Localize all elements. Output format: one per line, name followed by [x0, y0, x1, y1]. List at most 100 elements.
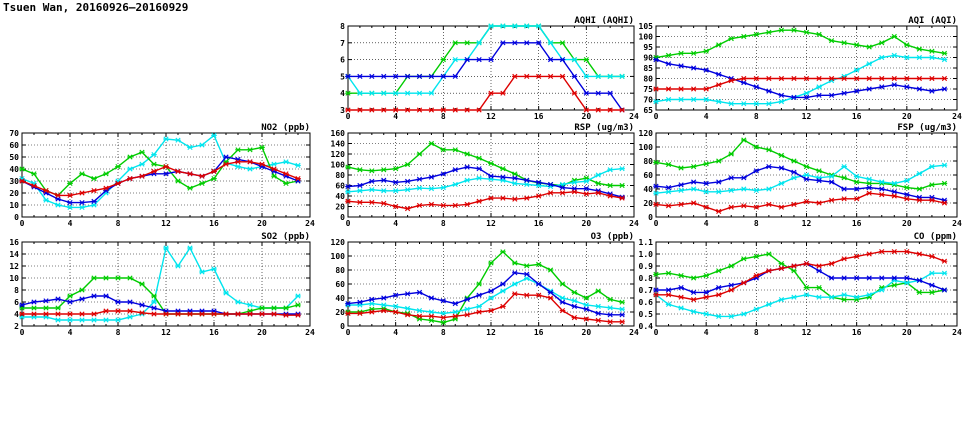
data-point: [476, 166, 482, 172]
data-point: [428, 317, 435, 323]
data-point: [500, 166, 506, 172]
data-point: [766, 101, 772, 107]
data-point: [778, 265, 785, 271]
data-point: [791, 294, 797, 300]
data-point: [653, 86, 659, 92]
data-point: [464, 312, 470, 318]
data-point: [941, 57, 948, 63]
data-point: [547, 40, 554, 46]
data-point: [211, 168, 217, 174]
x-tick-label: 12: [161, 328, 171, 337]
data-point: [404, 312, 411, 318]
data-point: [428, 140, 435, 147]
data-point: [452, 313, 459, 319]
y-tick-label: 20: [335, 203, 345, 212]
y-tick-label: 5: [340, 72, 345, 81]
data-point: [476, 309, 482, 315]
x-tick-label: 12: [486, 328, 496, 337]
x-tick-label: 4: [704, 328, 709, 337]
data-point: [619, 319, 625, 325]
data-point: [941, 75, 948, 82]
data-point: [139, 310, 145, 316]
data-point: [428, 73, 435, 79]
data-point: [740, 311, 747, 317]
data-point: [753, 101, 760, 107]
y-tick-label: 70: [9, 129, 19, 138]
data-point: [803, 29, 810, 35]
data-point: [380, 295, 387, 301]
data-point: [523, 181, 530, 188]
data-point: [392, 309, 399, 315]
data-point: [803, 285, 810, 291]
x-tick-label: 12: [486, 112, 496, 121]
data-point: [67, 192, 73, 198]
data-point: [853, 294, 860, 300]
data-point: [803, 90, 810, 96]
data-point: [428, 90, 435, 96]
data-point: [778, 261, 785, 267]
x-tick-label: 12: [486, 219, 496, 228]
data-point: [163, 171, 169, 177]
data-point: [841, 90, 847, 96]
y-tick-label: 0: [340, 322, 345, 331]
y-tick-label: 20: [9, 189, 19, 198]
data-point: [369, 199, 375, 205]
data-point: [583, 90, 590, 96]
data-point: [452, 181, 459, 188]
data-point: [665, 287, 672, 293]
data-point: [211, 132, 217, 138]
data-point: [91, 311, 97, 317]
data-point: [816, 268, 822, 274]
data-point: [678, 50, 684, 56]
data-point: [583, 302, 590, 308]
data-point: [283, 180, 289, 186]
data-point: [512, 23, 518, 29]
data-point: [369, 187, 375, 193]
data-point: [151, 293, 157, 299]
data-point: [904, 185, 910, 191]
x-tick-label: 16: [534, 328, 544, 337]
data-point: [703, 180, 709, 186]
data-point: [703, 189, 709, 195]
data-point: [271, 166, 277, 172]
data-point: [115, 317, 121, 323]
data-point: [728, 101, 735, 107]
data-point: [19, 302, 25, 308]
x-tick-label: 0: [654, 112, 659, 121]
data-point: [127, 275, 133, 281]
data-point: [31, 305, 37, 311]
data-point: [67, 200, 73, 206]
data-point: [583, 107, 590, 113]
data-point: [55, 317, 61, 323]
x-tick-label: 12: [802, 219, 812, 228]
data-point: [392, 166, 399, 172]
data-point: [841, 164, 847, 170]
data-point: [929, 48, 935, 54]
data-point: [115, 308, 121, 314]
data-point: [878, 84, 885, 90]
data-point: [392, 107, 399, 113]
data-point: [523, 73, 530, 79]
data-point: [595, 172, 602, 178]
data-point: [488, 288, 494, 294]
data-point: [728, 175, 735, 181]
data-point: [79, 204, 85, 210]
data-point: [115, 180, 121, 186]
data-point: [607, 73, 613, 79]
data-point: [866, 292, 873, 298]
y-tick-label: 80: [643, 75, 653, 84]
data-point: [841, 175, 847, 181]
y-tick-label: 90: [643, 54, 653, 63]
y-tick-label: 80: [335, 266, 345, 275]
data-point: [766, 88, 772, 94]
data-point: [853, 253, 860, 259]
data-point: [512, 291, 518, 297]
data-point: [139, 281, 145, 287]
x-tick-label: 0: [654, 219, 659, 228]
x-tick-label: 20: [582, 219, 592, 228]
data-point: [904, 42, 910, 48]
data-point: [139, 173, 145, 179]
data-point: [891, 180, 898, 186]
x-tick-label: 8: [754, 112, 759, 121]
data-point: [151, 299, 157, 305]
